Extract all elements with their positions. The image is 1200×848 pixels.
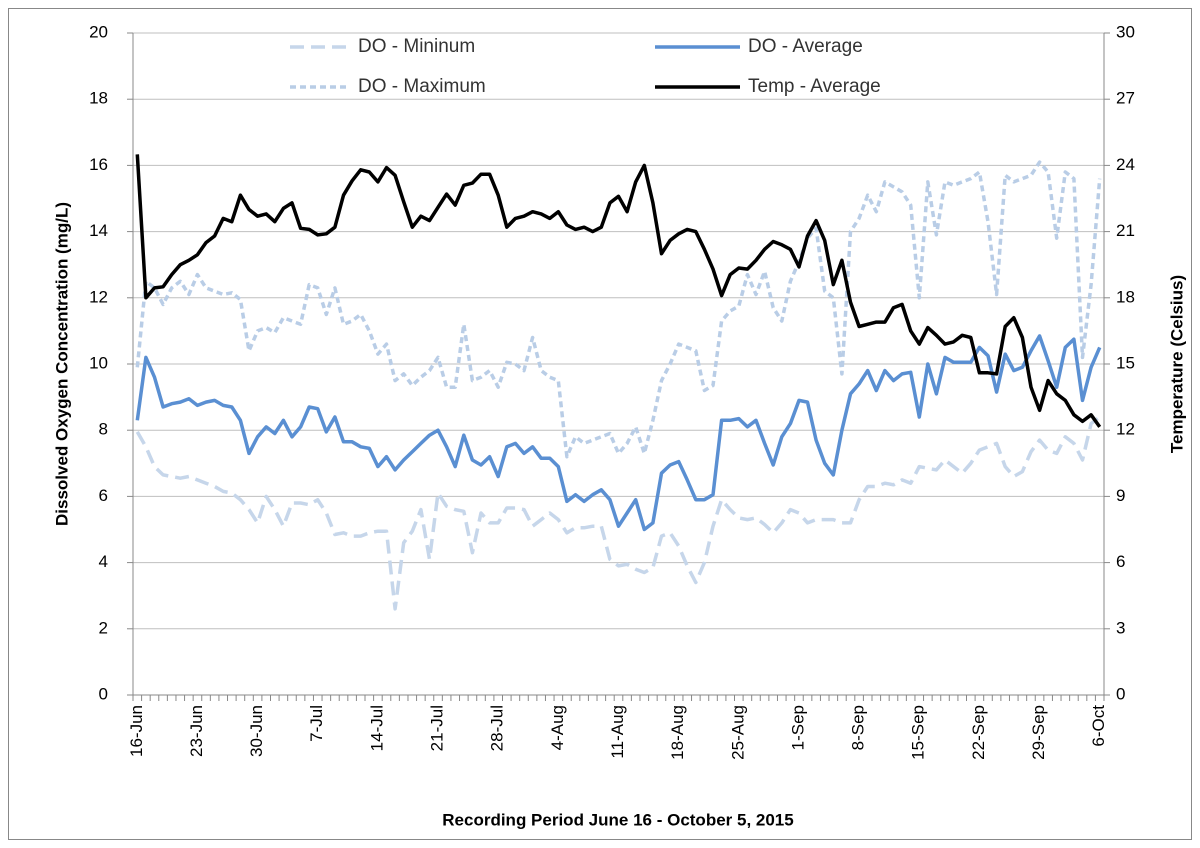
x-tick-label: 18-Aug: [668, 705, 687, 760]
x-tick-label: 1-Sep: [788, 705, 807, 750]
x-axis-title: Recording Period June 16 - October 5, 20…: [442, 810, 793, 829]
y2-tick-label: 12: [1116, 420, 1135, 439]
y2-tick-label: 27: [1116, 89, 1135, 108]
x-tick-label: 25-Aug: [728, 705, 747, 760]
y2-tick-label: 9: [1116, 486, 1125, 505]
y2-tick-label: 30: [1116, 22, 1135, 41]
y-tick-label: 20: [89, 22, 108, 41]
x-tick-label: 8-Sep: [849, 705, 868, 750]
x-tick-label: 28-Jul: [488, 705, 507, 751]
chart-frame: [8, 8, 1192, 840]
y2-tick-label: 3: [1116, 618, 1125, 637]
x-tick-label: 16-Jun: [127, 705, 146, 757]
x-tick-label: 30-Jun: [247, 705, 266, 757]
series-line: [135, 154, 1102, 428]
y2-tick-label: 18: [1116, 287, 1135, 306]
y-tick-label: 18: [89, 89, 108, 108]
legend-label: DO - Average: [748, 36, 863, 57]
x-tick-label: 22-Sep: [969, 705, 988, 760]
y2-axis-title: Temperature (Celsius): [1167, 275, 1186, 453]
x-tick-label: 11-Aug: [608, 705, 627, 759]
series-line: [135, 160, 1102, 459]
y-tick-label: 4: [99, 552, 108, 571]
y2-tick-label: 15: [1116, 353, 1135, 372]
y-tick-label: 2: [99, 618, 108, 637]
y-tick-label: 10: [89, 353, 108, 372]
x-tick-label: 14-Jul: [367, 705, 386, 751]
y2-tick-label: 0: [1116, 684, 1125, 703]
x-tick-label: 21-Jul: [428, 705, 447, 751]
legend-label: DO - Mininum: [358, 36, 475, 57]
y-axis-title: Dissolved Oxygen Concentration (mg/L): [52, 202, 71, 526]
y2-tick-label: 21: [1116, 221, 1135, 240]
y-tick-label: 14: [89, 221, 108, 240]
x-tick-label: 7-Jul: [307, 705, 326, 742]
y-tick-label: 0: [99, 684, 108, 703]
x-tick-label: 15-Sep: [909, 705, 928, 760]
y2-tick-label: 6: [1116, 552, 1125, 571]
x-tick-label: 6-Oct: [1089, 705, 1108, 747]
y-tick-label: 6: [99, 486, 108, 505]
y-tick-label: 12: [89, 287, 108, 306]
y-tick-label: 8: [99, 420, 108, 439]
series-line: [135, 415, 1101, 611]
legend-label: DO - Maximum: [358, 76, 486, 97]
x-tick-label: 29-Sep: [1029, 705, 1048, 760]
y-tick-label: 16: [89, 155, 108, 174]
x-tick-label: 23-Jun: [187, 705, 206, 757]
x-tick-label: 4-Aug: [548, 705, 567, 750]
y2-tick-label: 24: [1116, 155, 1135, 174]
legend-label: Temp - Average: [748, 76, 881, 97]
series-line: [135, 334, 1102, 532]
